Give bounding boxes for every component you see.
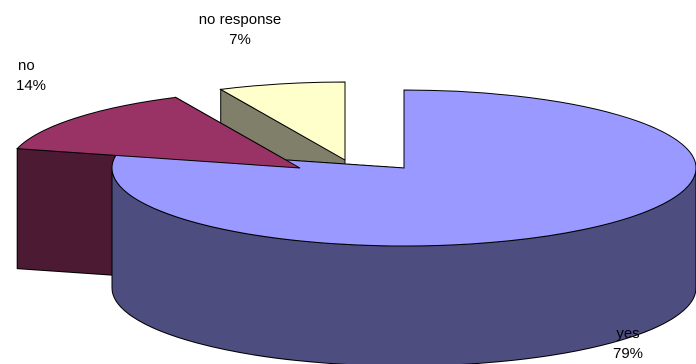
label-yes-percent: 79% xyxy=(613,345,643,362)
label-no-response: no response 7% xyxy=(199,11,282,48)
label-yes: yes 79% xyxy=(613,325,643,362)
label-no-response-percent: 7% xyxy=(229,31,251,48)
label-no-response-category: no response xyxy=(199,11,282,28)
pie-slices xyxy=(16,81,696,364)
label-no-category: no xyxy=(18,57,35,74)
slice-yes-top xyxy=(111,89,696,247)
label-no-percent: 14% xyxy=(16,77,46,94)
label-yes-category: yes xyxy=(616,325,639,342)
label-no: no 14% xyxy=(16,57,46,94)
slice-no-response-top xyxy=(219,81,346,161)
slice-no-top xyxy=(16,96,301,169)
